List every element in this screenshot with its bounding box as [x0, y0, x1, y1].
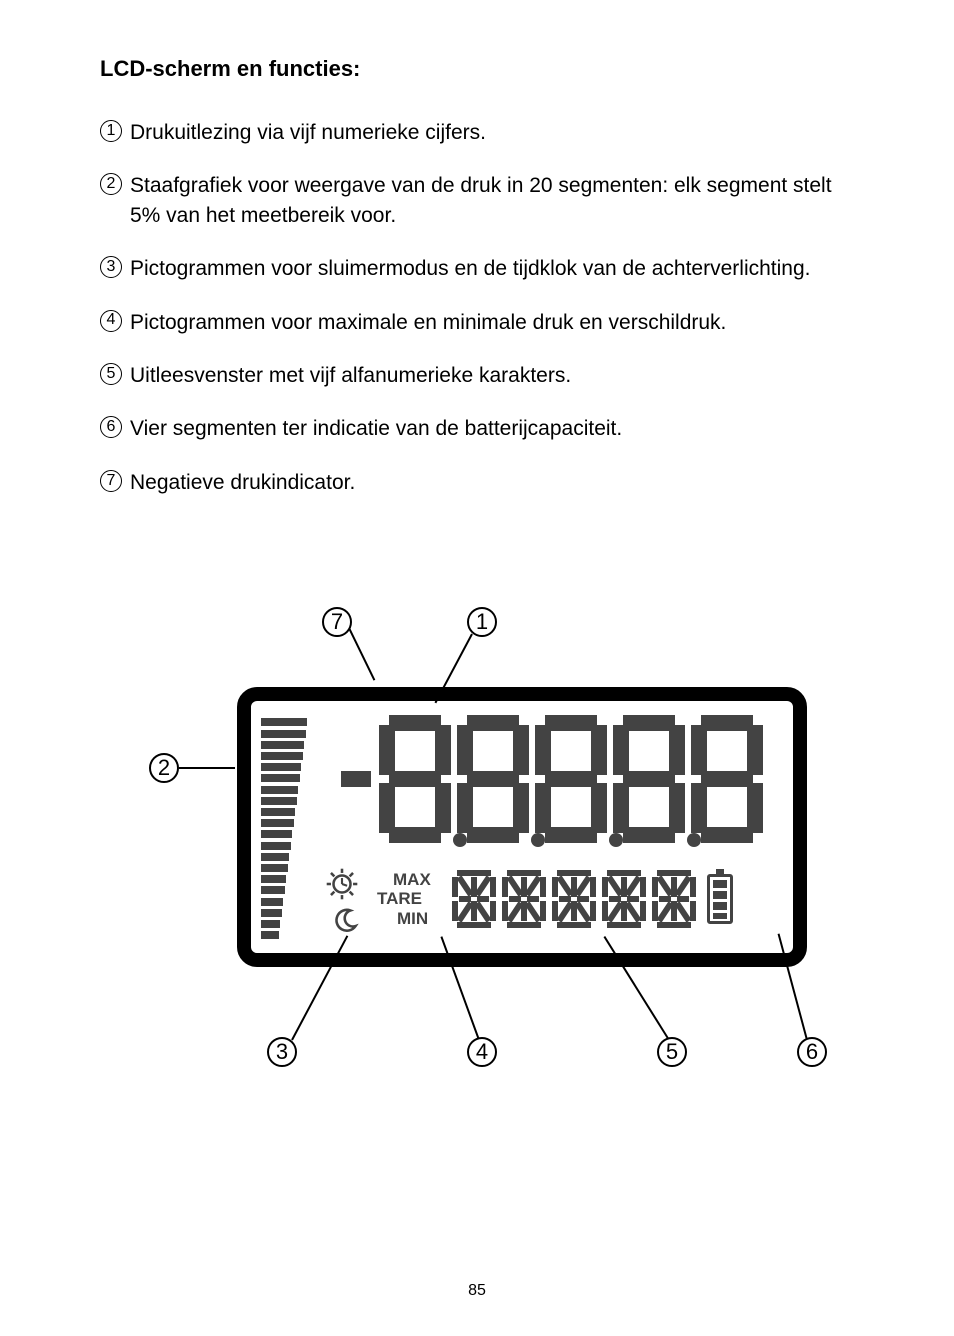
- list-item: 6 Vier segmenten ter indicatie van de ba…: [100, 414, 854, 443]
- digit-icon: [379, 715, 451, 843]
- callout-7-icon: 7: [322, 607, 352, 637]
- leader-line: [348, 628, 375, 681]
- item-number-icon: 4: [100, 310, 122, 332]
- page-number: 85: [0, 1282, 954, 1300]
- item-text: Drukuitlezing via vijf numerieke cijfers…: [130, 118, 854, 147]
- tare-label: TARE: [377, 889, 447, 909]
- digit-icon: [457, 715, 529, 843]
- minus-sign-icon: [341, 771, 371, 787]
- bargraph-icon: [261, 715, 307, 939]
- item-text: Negatieve drukindicator.: [130, 468, 854, 497]
- bottom-row: MAX TARE MIN: [315, 859, 783, 939]
- alphanumeric-row: [451, 869, 697, 929]
- item-number-icon: 5: [100, 363, 122, 385]
- callout-3-icon: 3: [267, 1037, 297, 1067]
- starburst-char-icon: [601, 869, 647, 929]
- sleep-timer-icons: [315, 863, 373, 935]
- max-label: MAX: [377, 870, 447, 890]
- list-item: 1 Drukuitlezing via vijf numerieke cijfe…: [100, 118, 854, 147]
- list-item: 2 Staafgrafiek voor weergave van de druk…: [100, 171, 854, 230]
- starburst-char-icon: [651, 869, 697, 929]
- digit-icon: [613, 715, 685, 843]
- item-number-icon: 7: [100, 470, 122, 492]
- item-number-icon: 6: [100, 416, 122, 438]
- item-text: Uitleesvenster met vijf alfanumerieke ka…: [130, 361, 854, 390]
- section-heading: LCD-scherm en functies:: [100, 56, 854, 82]
- starburst-char-icon: [501, 869, 547, 929]
- list-item: 7 Negatieve drukindicator.: [100, 468, 854, 497]
- feature-list: 1 Drukuitlezing via vijf numerieke cijfe…: [100, 118, 854, 497]
- main-digit-row: [341, 715, 763, 843]
- list-item: 4 Pictogrammen voor maximale en minimale…: [100, 308, 854, 337]
- sun-clock-icon: [325, 867, 359, 901]
- leader-line: [179, 767, 235, 769]
- callout-2-icon: 2: [149, 753, 179, 783]
- item-text: Staafgrafiek voor weergave van de druk i…: [130, 171, 854, 230]
- callout-4-icon: 4: [467, 1037, 497, 1067]
- callout-1-icon: 1: [467, 607, 497, 637]
- item-text: Pictogrammen voor sluimermodus en de tij…: [130, 254, 854, 283]
- item-number-icon: 1: [100, 120, 122, 142]
- max-tare-min-labels: MAX TARE MIN: [377, 870, 447, 929]
- moon-icon: [333, 907, 359, 933]
- item-text: Vier segmenten ter indicatie van de batt…: [130, 414, 854, 443]
- callout-6-icon: 6: [797, 1037, 827, 1067]
- item-number-icon: 3: [100, 256, 122, 278]
- digit-icon: [691, 715, 763, 843]
- lcd-diagram: 7 1 2 3 4 5 6: [117, 607, 837, 1107]
- starburst-char-icon: [451, 869, 497, 929]
- item-number-icon: 2: [100, 173, 122, 195]
- list-item: 5 Uitleesvenster met vijf alfanumerieke …: [100, 361, 854, 390]
- starburst-char-icon: [551, 869, 597, 929]
- min-label: MIN: [377, 909, 447, 929]
- battery-icon: [707, 874, 733, 924]
- digit-icon: [535, 715, 607, 843]
- list-item: 3 Pictogrammen voor sluimermodus en de t…: [100, 254, 854, 283]
- lcd-frame: MAX TARE MIN: [237, 687, 807, 967]
- callout-5-icon: 5: [657, 1037, 687, 1067]
- item-text: Pictogrammen voor maximale en minimale d…: [130, 308, 854, 337]
